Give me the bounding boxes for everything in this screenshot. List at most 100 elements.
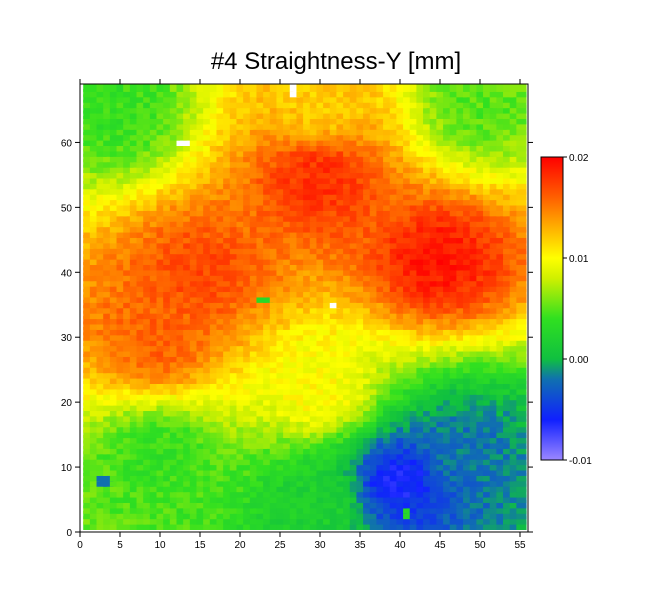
- heatmap-cell: [109, 456, 121, 466]
- heatmap-cell: [356, 505, 367, 514]
- heatmap-cell: [183, 499, 194, 509]
- heatmap-cell: [183, 191, 194, 201]
- heatmap-cell: [476, 364, 487, 374]
- heatmap-cell: [243, 267, 254, 276]
- heatmap-cell: [363, 164, 374, 174]
- heatmap-cell: [443, 137, 454, 146]
- heatmap-cell: [149, 516, 161, 525]
- heatmap-cell: [416, 467, 427, 476]
- heatmap-cell: [416, 180, 427, 190]
- heatmap-cell: [463, 413, 474, 422]
- heatmap-cell: [276, 505, 287, 514]
- heatmap-cell: [276, 164, 287, 174]
- heatmap-cell: [409, 143, 420, 152]
- heatmap-cell: [316, 359, 327, 368]
- heatmap-cell: [263, 143, 274, 152]
- heatmap-cell: [343, 316, 354, 325]
- heatmap-cell: [376, 337, 387, 347]
- heatmap-cell: [236, 359, 247, 368]
- heatmap-cell: [336, 408, 347, 417]
- heatmap-cell: [416, 148, 427, 157]
- heatmap-cell: [463, 213, 474, 222]
- heatmap-cell: [96, 386, 107, 395]
- heatmap-cell: [463, 462, 474, 471]
- heatmap-cell: [169, 164, 181, 174]
- heatmap-cell: [369, 132, 380, 141]
- heatmap-cell: [269, 197, 280, 206]
- heatmap-cell: [129, 224, 141, 233]
- heatmap-cell: [263, 478, 274, 487]
- heatmap-cell: [229, 370, 241, 379]
- heatmap-cell: [349, 353, 360, 363]
- heatmap-cell: [196, 456, 207, 466]
- heatmap-cell: [116, 483, 127, 493]
- heatmap-cell: [456, 510, 467, 520]
- heatmap-cell: [363, 278, 374, 287]
- heatmap-cell: [96, 170, 107, 179]
- heatmap-cell: [89, 310, 101, 320]
- heatmap-cell: [209, 283, 221, 293]
- heatmap-cell: [289, 386, 300, 395]
- heatmap-cell: [176, 451, 187, 460]
- heatmap-cell: [329, 370, 340, 379]
- heatmap-cell: [323, 278, 334, 287]
- heatmap-cell: [503, 375, 514, 384]
- heatmap-cell: [296, 516, 307, 525]
- heatmap-cell: [96, 305, 107, 314]
- heatmap-cell: [223, 202, 234, 211]
- heatmap-cell: [496, 494, 507, 503]
- heatmap-cell: [176, 505, 187, 514]
- heatmap-cell: [176, 234, 187, 244]
- heatmap-cell: [303, 294, 314, 303]
- heatmap-cell: [343, 197, 354, 206]
- heatmap-cell: [256, 494, 267, 503]
- heatmap-cell: [136, 180, 147, 190]
- heatmap-cell: [449, 472, 460, 482]
- heatmap-cell: [276, 429, 287, 439]
- heatmap-cell: [103, 467, 114, 476]
- heatmap-cell: [296, 397, 307, 406]
- heatmap-cell: [243, 213, 254, 222]
- heatmap-cell: [463, 245, 474, 255]
- heatmap-cell: [283, 424, 294, 433]
- heatmap-cell: [256, 413, 267, 422]
- heatmap-cell: [189, 397, 201, 406]
- heatmap-cell: [236, 240, 247, 249]
- heatmap-cell: [429, 148, 440, 157]
- heatmap-cell: [296, 175, 307, 184]
- heatmap-cell: [269, 343, 280, 352]
- heatmap-cell: [503, 207, 514, 217]
- heatmap-cell: [509, 213, 520, 222]
- heatmap-cell: [169, 159, 181, 168]
- heatmap-cell: [236, 121, 247, 130]
- heatmap-cell: [143, 370, 154, 379]
- heatmap-cell: [283, 505, 294, 514]
- heatmap-cell: [383, 397, 394, 406]
- heatmap-cell: [296, 164, 307, 174]
- heatmap-cell: [269, 202, 280, 211]
- heatmap-cell: [496, 294, 507, 303]
- heatmap-cell: [456, 494, 467, 503]
- heatmap-cell: [176, 278, 187, 287]
- heatmap-cell: [109, 418, 121, 428]
- heatmap-cell: [96, 278, 107, 287]
- heatmap-cell: [156, 494, 167, 503]
- heatmap-cell: [143, 429, 154, 439]
- heatmap-cell: [203, 467, 214, 476]
- heatmap-cell: [236, 353, 247, 363]
- heatmap-cell: [136, 262, 147, 271]
- heatmap-cell: [223, 207, 234, 217]
- heatmap-cell: [229, 516, 241, 525]
- heatmap-cell: [136, 408, 147, 417]
- heatmap-cell: [143, 489, 154, 498]
- heatmap-cell: [89, 321, 101, 330]
- heatmap-cell: [409, 267, 420, 276]
- heatmap-cell: [449, 224, 460, 233]
- heatmap-cell: [156, 202, 167, 211]
- heatmap-cell: [196, 121, 207, 130]
- heatmap-cell: [169, 153, 181, 163]
- heatmap-cell: [229, 472, 241, 482]
- heatmap-cell: [309, 305, 320, 314]
- heatmap-cell: [216, 348, 227, 357]
- heatmap-cell: [183, 316, 194, 325]
